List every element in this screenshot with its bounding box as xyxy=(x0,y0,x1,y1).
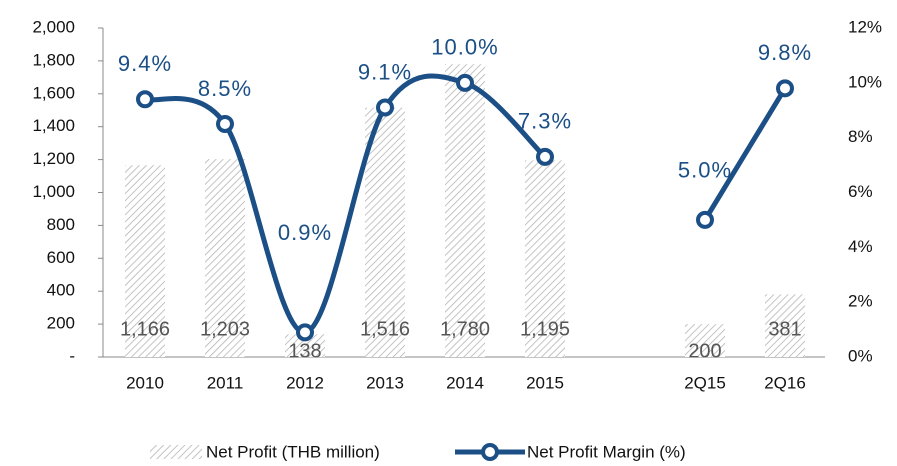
line-value-label: 5.0% xyxy=(678,158,732,183)
line-marker xyxy=(216,114,234,133)
bar-value-label: 138 xyxy=(288,340,321,362)
bar xyxy=(205,159,245,357)
bar-value-label: 200 xyxy=(688,340,721,362)
line-marker xyxy=(696,210,714,229)
y2-tick-label: 2% xyxy=(848,292,873,311)
y2-tick-label: 8% xyxy=(848,127,873,146)
legend-marker xyxy=(481,443,499,461)
y-tick-label: 1,600 xyxy=(32,83,75,102)
y2-tick-label: 6% xyxy=(848,182,873,201)
bar xyxy=(285,334,325,357)
y2-tick-label: 0% xyxy=(848,346,873,365)
y-tick-label: 400 xyxy=(47,281,75,300)
y-tick-label: 1,000 xyxy=(32,182,75,201)
bar-value-label: 381 xyxy=(768,318,801,340)
bar xyxy=(765,294,805,357)
line-value-label: 7.3% xyxy=(518,109,572,134)
bar xyxy=(125,165,165,357)
y-tick-label: 1,800 xyxy=(32,50,75,69)
bar-value-label: 1,166 xyxy=(120,318,170,340)
x-tick-label: 2Q16 xyxy=(764,373,806,392)
bar-value-label: 1,203 xyxy=(200,318,250,340)
x-tick-label: 2012 xyxy=(286,373,324,392)
x-tick-label: 2011 xyxy=(207,373,244,392)
x-tick-label: 2013 xyxy=(366,373,404,392)
line-value-label: 10.0% xyxy=(431,35,498,60)
bar xyxy=(445,64,485,357)
line-value-label: 0.9% xyxy=(278,220,332,245)
line-value-label: 8.5% xyxy=(198,76,252,101)
bar-value-label: 1,780 xyxy=(440,318,490,340)
x-tick-label: 2014 xyxy=(446,373,484,392)
bar-value-label: 1,516 xyxy=(360,318,410,340)
line-marker xyxy=(776,79,794,98)
x-tick-label: 2Q15 xyxy=(684,373,726,392)
legend-label: Net Profit Margin (%) xyxy=(527,442,686,461)
y-tick-label: 800 xyxy=(47,215,75,234)
legend-swatch xyxy=(150,445,202,459)
x-tick-label: 2015 xyxy=(526,373,564,392)
y-tick-label: - xyxy=(69,346,75,365)
y-tick-label: 1,400 xyxy=(32,116,75,135)
y-tick-label: 1,200 xyxy=(32,149,75,168)
y-tick-label: 200 xyxy=(47,314,75,333)
line-marker xyxy=(136,90,154,109)
y-tick-label: 600 xyxy=(47,248,75,267)
y-tick-label: 2,000 xyxy=(32,17,75,36)
line-marker xyxy=(456,73,474,92)
line-value-label: 9.8% xyxy=(758,40,812,65)
line-marker xyxy=(536,147,554,166)
legend-label: Net Profit (THB million) xyxy=(206,442,380,461)
line-marker xyxy=(376,98,394,117)
bar xyxy=(365,107,405,357)
line-value-label: 9.4% xyxy=(118,51,172,76)
bar xyxy=(525,160,565,357)
line-marker xyxy=(296,323,314,342)
bar xyxy=(685,324,725,357)
x-tick-label: 2010 xyxy=(126,373,164,392)
bar-value-label: 1,195 xyxy=(520,318,570,340)
y2-tick-label: 10% xyxy=(848,72,882,91)
y2-tick-label: 12% xyxy=(848,17,882,36)
y2-tick-label: 4% xyxy=(848,237,873,256)
line-value-label: 9.1% xyxy=(358,59,412,84)
